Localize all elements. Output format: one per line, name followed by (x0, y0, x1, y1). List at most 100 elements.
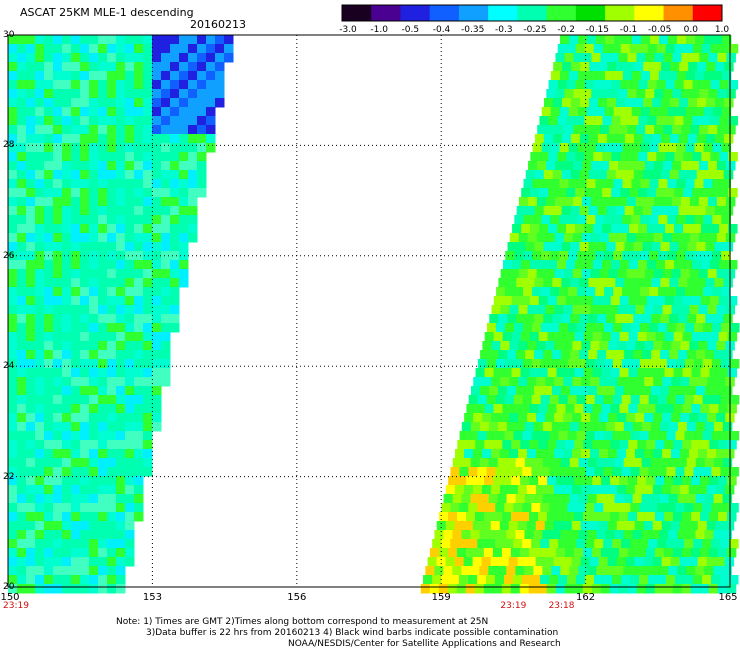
swath-cell (89, 305, 99, 315)
swath-cell (586, 215, 596, 225)
swath-cell (543, 170, 554, 180)
swath-cell (597, 314, 607, 324)
swath-cell (626, 341, 636, 351)
swath-cell (493, 368, 504, 378)
swath-cell (62, 44, 72, 54)
swath-cell (539, 188, 549, 198)
swath-cell (170, 116, 180, 126)
swath-cell (53, 377, 63, 387)
swath-cell (80, 260, 90, 270)
swath-cell (700, 260, 711, 270)
swath-cell (522, 575, 532, 585)
swath-cell (116, 503, 126, 513)
swath-cell (62, 368, 72, 378)
colorbar-segment (429, 5, 460, 21)
swath-cell (8, 530, 18, 540)
swath-cell (642, 278, 652, 288)
swath-cell (474, 584, 485, 594)
swath-cell (134, 233, 144, 243)
swath-cell (477, 539, 487, 549)
swath-cell (658, 179, 668, 189)
swath-cell (179, 80, 189, 90)
swath-cell (116, 305, 126, 315)
swath-cell (704, 386, 715, 396)
swath-cell (80, 278, 90, 288)
swath-cell (459, 539, 469, 549)
swath-cell (80, 269, 90, 279)
swath-cell (608, 341, 618, 351)
swath-cell (704, 458, 715, 468)
swath-cell (639, 575, 649, 585)
swath-cell (540, 467, 550, 477)
swath-cell (528, 161, 538, 171)
colorbar-tick-label: -0.3 (495, 25, 513, 35)
swath-cell (713, 530, 723, 540)
swath-cell (53, 224, 63, 234)
swath-cell (134, 107, 144, 117)
swath-cell (686, 494, 697, 504)
swath-cell (197, 152, 207, 162)
swath-cell (711, 323, 722, 333)
swath-cell (531, 431, 542, 441)
swath-cell (116, 575, 126, 585)
swath-cell (447, 584, 458, 594)
swath-cell (8, 395, 18, 405)
swath-cell (690, 53, 700, 63)
swath-cell (660, 350, 670, 360)
swath-cell (626, 413, 636, 423)
swath-cell (143, 350, 153, 360)
swath-cell (557, 224, 567, 234)
swath-cell (17, 530, 27, 540)
swath-cell (542, 494, 553, 504)
swath-cell (71, 278, 81, 288)
swath-cell (107, 116, 117, 126)
swath-cell (80, 368, 90, 378)
swath-cell (479, 386, 490, 396)
swath-cell (116, 539, 126, 549)
swath-cell (35, 548, 45, 558)
swath-cell (508, 485, 519, 495)
swath-cell (633, 170, 644, 180)
swath-cell (621, 323, 632, 333)
swath-cell (725, 197, 736, 207)
swath-cell (694, 71, 705, 81)
swath-cell (504, 467, 514, 477)
swath-cell (551, 566, 561, 576)
swath-cell (675, 359, 686, 369)
swath-cell (484, 368, 495, 378)
swath-cell (26, 233, 36, 243)
swath-cell (574, 440, 584, 450)
swath-cell (690, 161, 700, 171)
swath-cell (125, 224, 135, 234)
swath-cell (549, 575, 559, 585)
swath-cell (549, 323, 560, 333)
swath-cell (17, 296, 27, 306)
swath-cell (53, 557, 63, 567)
swath-cell (71, 44, 81, 54)
swath-cell (696, 350, 706, 360)
swath-cell (188, 224, 198, 234)
swath-cell (504, 359, 515, 369)
swath-cell (648, 323, 659, 333)
swath-cell (62, 107, 72, 117)
swath-cell (725, 233, 736, 243)
swath-cell (617, 197, 628, 207)
swath-cell (143, 323, 153, 333)
swath-cell (125, 305, 135, 315)
swath-cell (684, 395, 695, 405)
swath-cell (717, 161, 727, 171)
swath-cell (456, 548, 467, 558)
swath-cell (644, 341, 654, 351)
swath-cell (531, 539, 541, 549)
swath-cell (17, 188, 27, 198)
swath-cell (62, 584, 72, 594)
swath-cell (654, 584, 665, 594)
swath-cell (626, 377, 636, 387)
swath-cell (522, 467, 532, 477)
swath-cell (531, 323, 542, 333)
swath-cell (197, 62, 207, 72)
swath-cell (35, 359, 45, 369)
swath-cell (603, 503, 613, 513)
swath-cell (477, 467, 487, 477)
swath-cell (648, 575, 658, 585)
